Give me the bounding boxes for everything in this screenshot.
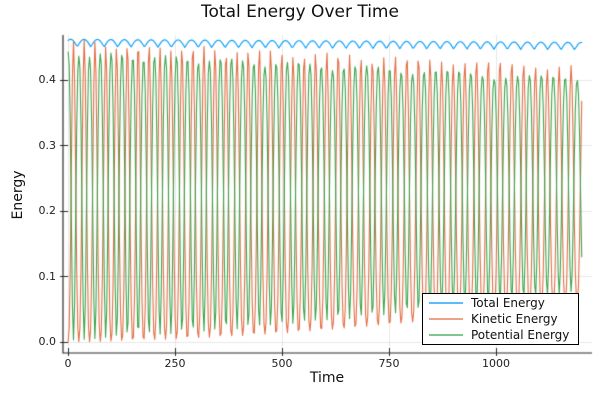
chart-title: Total Energy Over Time — [201, 2, 399, 22]
y-tick-label: 0.3 — [38, 139, 57, 152]
x-tick-label: 500 — [271, 357, 293, 370]
y-axis-label: Energy — [10, 170, 26, 220]
kinetic-energy-line-swatch — [429, 318, 463, 320]
x-tick-label: 1000 — [482, 357, 510, 370]
x-tick-label: 0 — [64, 357, 72, 370]
legend-label: Kinetic Energy — [471, 312, 558, 326]
legend-item-total: Total Energy — [423, 296, 578, 310]
x-tick-label: 250 — [164, 357, 186, 370]
legend: Total Energy Kinetic Energy Potential En… — [422, 293, 579, 345]
y-tick-label: 0.4 — [38, 73, 57, 86]
x-axis-label: Time — [309, 370, 345, 386]
legend-item-kinetic: Kinetic Energy — [423, 312, 578, 326]
y-tick-label: 0.2 — [38, 204, 57, 217]
legend-label: Potential Energy — [471, 328, 570, 342]
total-energy-line-swatch — [429, 302, 463, 304]
potential-energy-line-swatch — [429, 334, 463, 336]
x-tick-label: 750 — [378, 357, 400, 370]
y-tick-label: 0.1 — [38, 270, 57, 283]
y-tick-label: 0.0 — [38, 335, 57, 348]
legend-item-potential: Potential Energy — [423, 328, 578, 342]
legend-label: Total Energy — [471, 296, 545, 310]
